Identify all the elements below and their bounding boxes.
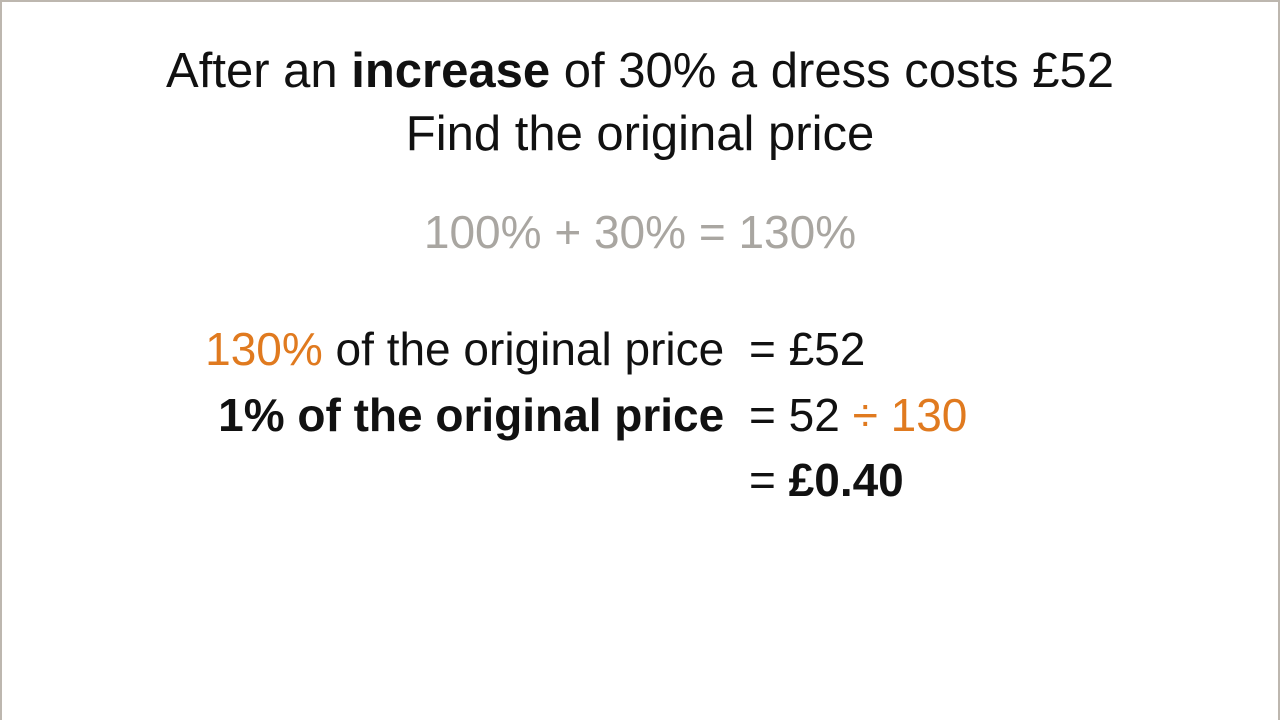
title-keyword: increase [351,44,550,98]
step-2-division: ÷ 130 [853,389,968,441]
slide-frame: After an increase of 30% a dress costs £… [0,0,1280,720]
step-3-rhs: = £0.40 [743,448,1278,513]
step-2-rhs: = 52 ÷ 130 [743,383,1278,448]
step-2-lhs: 1% of the original price [2,383,743,448]
step-3-eq: = [749,454,789,506]
step-2: 1% of the original price = 52 ÷ 130 [2,383,1278,448]
step-1-percent: 130% [205,323,323,375]
step-3-answer: £0.40 [789,454,904,506]
step-1-rhs: = £52 [743,317,1278,382]
step-3: = £0.40 [2,448,1278,513]
working-steps: 130% of the original price = £52 1% of t… [2,317,1278,513]
title-line2: Find the original price [406,107,874,161]
title-prefix: After an [166,44,351,98]
step-1: 130% of the original price = £52 [2,317,1278,382]
step-2-eq: = 52 [749,389,853,441]
title-suffix: of 30% a dress costs £52 [550,44,1114,98]
problem-title: After an increase of 30% a dress costs £… [2,40,1278,165]
step-3-lhs [2,448,743,513]
step-1-text: of the original price [323,323,737,375]
percentage-setup: 100% + 30% = 130% [2,205,1278,259]
step-1-lhs: 130% of the original price [2,317,743,382]
